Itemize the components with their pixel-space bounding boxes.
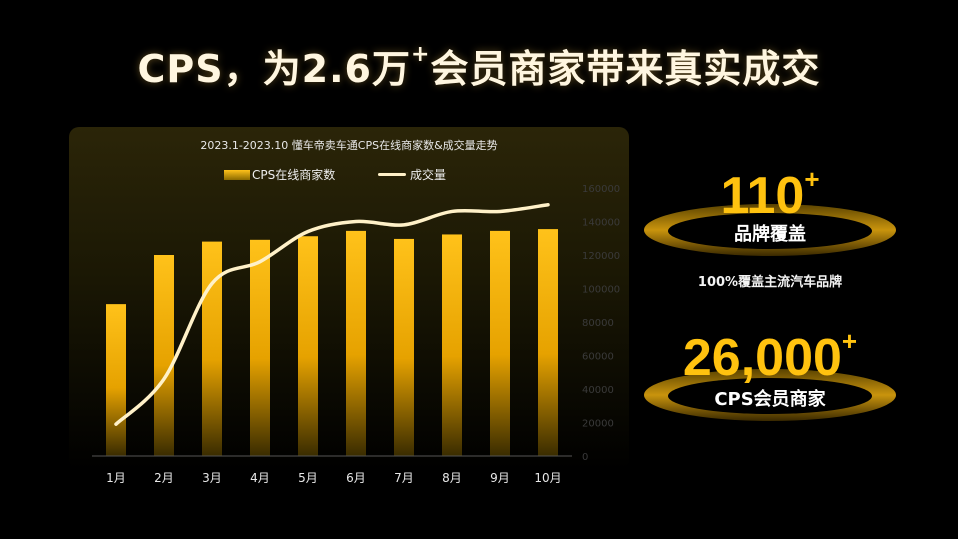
merchants-number: 26,000 [682,329,842,387]
x-tick-label: 2月 [154,471,174,485]
bar-2 [154,255,174,456]
x-tick-label: 6月 [346,471,366,485]
page-title: CPS，为2.6万+会员商家带来真实成交 [0,38,958,93]
x-tick-label: 1月 [106,471,126,485]
x-tick-label: 8月 [442,471,462,485]
ring-inner-brands [668,213,872,249]
y-right-tick-label: 100000 [582,285,620,296]
bar-5 [298,236,318,456]
title-tail: 会员商家带来真实成交 [430,47,821,91]
x-tick-label: 7月 [394,471,414,485]
brands-number: 110 [720,167,805,225]
line-series-chengjiaoliang [114,203,550,426]
legend-line-swatch [378,173,406,176]
legend-bar-swatch [224,169,250,180]
bar-7 [394,238,414,456]
y-right-tick-label: 140000 [582,218,620,229]
y-right-tick-label: 160000 [582,184,620,195]
bar-1 [106,304,126,456]
stat-merchants-label: CPS会员商家 [714,389,826,410]
chart-title: 2023.1-2023.10 懂车帝卖车通CPS在线商家数&成交量走势 [200,139,498,152]
bar-4 [250,239,270,456]
y-right-tick-label: 60000 [582,352,614,363]
title-main: CPS，为2.6万 [137,47,411,91]
bar-8 [442,234,462,456]
x-tick-label: 9月 [490,471,510,485]
bar-9 [490,230,510,456]
y-right-tick-label: 20000 [582,419,614,430]
ring-inner-merchants [668,378,872,414]
y-right-tick-label: 80000 [582,318,614,329]
y-right-tick-label: 0 [582,452,588,463]
stat-merchants-value: 26,000+ [655,326,885,388]
x-tick-label: 3月 [202,471,222,485]
x-tick-label: 10月 [534,471,561,485]
stat-brands-label: 品牌覆盖 [734,224,806,245]
title-sup: + [410,42,431,67]
bar-3 [202,241,222,456]
bar-6 [346,230,366,456]
legend-line-label: 成交量 [410,168,447,182]
legend-bars: CPS在线商家数 [224,166,335,183]
y-right-tick-label: 40000 [582,385,614,396]
stat-brands-note: 100%覆盖主流汽车品牌 [697,275,843,290]
x-tick-label: 5月 [298,471,318,485]
y-right-tick-label: 120000 [582,251,620,262]
legend-bar-label: CPS在线商家数 [252,168,336,182]
stat-brands-value: 110+ [690,164,850,226]
legend-line: 成交量 [378,166,446,183]
merchants-sup: + [841,326,858,356]
brands-sup: + [804,164,820,194]
x-tick-label: 4月 [250,471,270,485]
bar-10 [538,229,558,456]
